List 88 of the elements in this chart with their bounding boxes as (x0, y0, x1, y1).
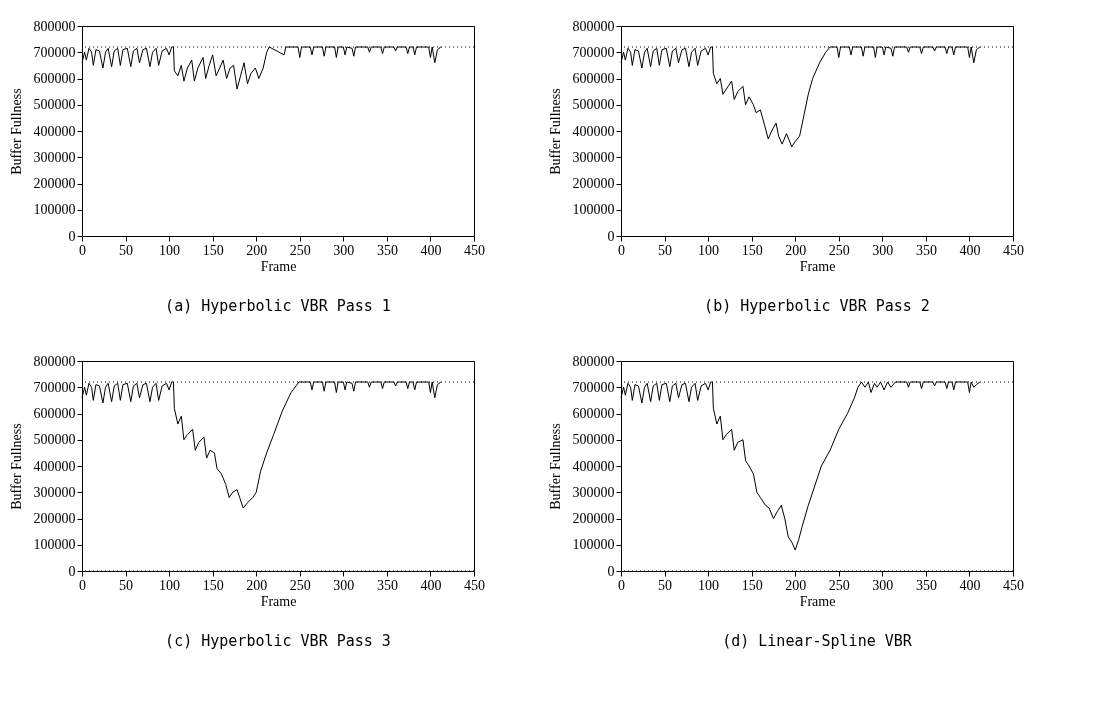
y-tick-label: 700000 (33, 44, 76, 60)
x-tick-label: 0 (618, 242, 625, 258)
y-tick-label: 0 (607, 563, 615, 579)
y-tick-label: 200000 (572, 511, 615, 526)
y-tick-label: 500000 (33, 432, 76, 448)
y-tick-label: 100000 (572, 202, 615, 218)
x-tick-label: 350 (915, 242, 937, 258)
y-tick-label: 700000 (33, 379, 76, 395)
x-tick-label: 350 (376, 577, 398, 593)
y-tick-label: 0 (607, 228, 615, 244)
y-tick-label: 200000 (572, 176, 615, 191)
x-tick-label: 250 (289, 242, 311, 258)
x-tick-label: 150 (202, 577, 224, 593)
y-tick-label: 700000 (572, 44, 615, 60)
x-tick-label: 300 (872, 577, 894, 593)
y-tick-label: 800000 (33, 353, 76, 369)
y-tick-label: 300000 (33, 484, 76, 500)
x-axis-title: Frame (260, 593, 297, 609)
y-tick-label: 600000 (33, 71, 76, 86)
x-tick-label: 200 (785, 242, 807, 258)
x-axis-title: Frame (260, 258, 297, 274)
x-tick-label: 400 (420, 577, 442, 593)
y-tick-label: 400000 (33, 458, 76, 474)
y-axis-title: Buffer Fullness (8, 88, 24, 175)
x-axis-title: Frame (799, 258, 836, 274)
y-axis-title: Buffer Fullness (547, 423, 563, 510)
y-tick-label: 800000 (33, 18, 76, 34)
x-tick-label: 150 (202, 242, 224, 258)
x-tick-label: 350 (915, 577, 937, 593)
x-tick-label: 50 (658, 577, 673, 593)
x-tick-label: 50 (119, 242, 134, 258)
y-tick-label: 500000 (572, 432, 615, 448)
x-tick-label: 0 (618, 577, 625, 593)
y-tick-label: 700000 (572, 379, 615, 395)
x-tick-label: 100 (698, 577, 720, 593)
y-tick-label: 600000 (572, 406, 615, 421)
x-axis-title: Frame (799, 593, 836, 609)
x-tick-label: 250 (828, 577, 850, 593)
x-tick-label: 50 (119, 577, 134, 593)
x-tick-label: 100 (159, 577, 181, 593)
y-tick-label: 100000 (572, 537, 615, 553)
y-tick-label: 800000 (572, 18, 615, 34)
y-tick-label: 400000 (33, 123, 76, 139)
x-tick-label: 400 (959, 242, 981, 258)
x-tick-label: 200 (785, 577, 807, 593)
y-axis-title: Buffer Fullness (8, 423, 24, 510)
text: (a) Hyperbolic VBR Pass 1 (165, 297, 391, 315)
x-tick-label: 250 (828, 242, 850, 258)
text: (d) Linear-Spline VBR (722, 632, 913, 650)
x-tick-label: 450 (464, 242, 485, 258)
x-tick-label: 450 (1003, 242, 1024, 258)
y-tick-label: 0 (68, 563, 76, 579)
text: (b) Hyperbolic VBR Pass 2 (704, 297, 930, 315)
y-tick-label: 600000 (572, 71, 615, 86)
x-tick-label: 300 (333, 577, 355, 593)
y-tick-label: 0 (68, 228, 76, 244)
y-tick-label: 300000 (33, 149, 76, 165)
x-tick-label: 250 (289, 577, 311, 593)
x-tick-label: 450 (1003, 577, 1024, 593)
text: (c) Hyperbolic VBR Pass 3 (165, 632, 391, 650)
x-tick-label: 0 (79, 242, 86, 258)
y-axis-title: Buffer Fullness (547, 88, 563, 175)
x-tick-label: 150 (741, 242, 763, 258)
y-tick-label: 500000 (33, 97, 76, 113)
x-tick-label: 400 (420, 242, 442, 258)
x-tick-label: 100 (159, 242, 181, 258)
y-tick-label: 600000 (33, 406, 76, 421)
x-tick-label: 400 (959, 577, 981, 593)
y-tick-label: 200000 (33, 176, 76, 191)
y-tick-label: 200000 (33, 511, 76, 526)
x-tick-label: 0 (79, 577, 86, 593)
y-tick-label: 100000 (33, 537, 76, 553)
y-tick-label: 500000 (572, 97, 615, 113)
y-tick-label: 400000 (572, 123, 615, 139)
x-tick-label: 100 (698, 242, 720, 258)
x-tick-label: 300 (333, 242, 355, 258)
x-tick-label: 300 (872, 242, 894, 258)
y-tick-label: 400000 (572, 458, 615, 474)
x-tick-label: 450 (464, 577, 485, 593)
y-tick-label: 300000 (572, 484, 615, 500)
y-tick-label: 100000 (33, 202, 76, 218)
x-tick-label: 150 (741, 577, 763, 593)
x-tick-label: 50 (658, 242, 673, 258)
x-tick-label: 200 (246, 577, 268, 593)
x-tick-label: 350 (376, 242, 398, 258)
y-tick-label: 800000 (572, 353, 615, 369)
x-tick-label: 200 (246, 242, 268, 258)
y-tick-label: 300000 (572, 149, 615, 165)
